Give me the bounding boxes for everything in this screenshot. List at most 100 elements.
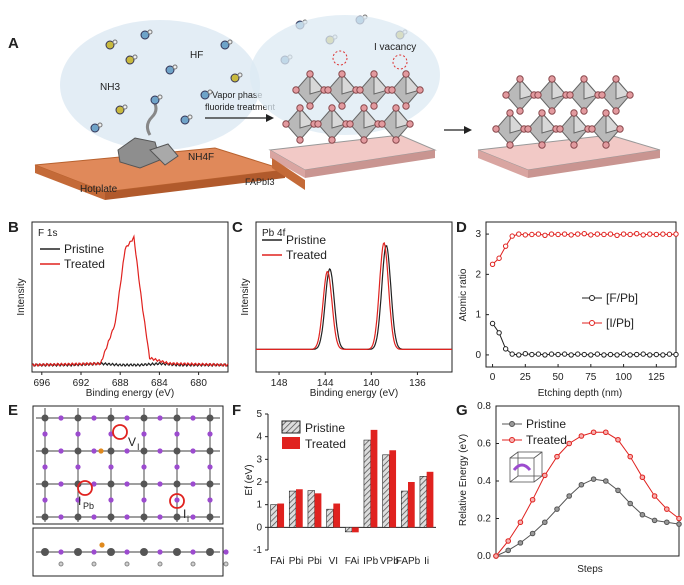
i-atom [190,415,196,421]
molecule [180,115,190,125]
chart-d-point [588,232,594,238]
molecule [230,73,240,83]
chart-c-xtick-label: 148 [271,378,288,389]
chart-g-point [651,517,658,524]
chart-d-point [489,261,496,267]
chart-d-legend-i: [I/Pb] [606,316,634,330]
chart-d-point [555,231,561,238]
chart-g-point [505,547,512,554]
chart-d-point [627,231,633,238]
i-atom [75,464,81,470]
iodide-atom [370,70,378,78]
pb-atom [107,414,115,422]
chart-f-bar-pristine [344,527,353,533]
vacancy-vi-marker [112,424,128,440]
i-atom [42,431,48,437]
i-atom [124,448,130,454]
pb-atom [41,414,49,422]
lattice-grid [36,408,229,567]
chart-g-xlabel: Steps [577,564,603,575]
chart-g-point [627,453,634,460]
chart-f-category-label: VI [329,556,338,567]
chart-d-point [509,233,515,239]
chart-d-point [660,231,666,237]
chart-b-f1s: F 1s Binding energy (eV) Intensity Prist… [16,221,229,399]
iodide-atom [356,86,364,94]
i-atom [75,431,81,437]
chart-f-category-label: VPb [380,556,399,567]
chart-d-ytick-label: 1 [475,310,481,321]
side-fa-atom [58,561,64,567]
chart-g-point [566,493,573,499]
chart-d-point [620,351,627,357]
chart-f-bar-pristine [382,454,390,528]
chart-f-category-label: FAi [345,556,359,567]
molecule-atom [157,94,163,100]
side-i-atom [190,549,196,555]
chart-d-point [561,351,568,357]
chart-f-ytick-label: 2 [256,477,262,488]
iodide-atom [392,136,400,144]
iodide-atom [506,141,514,149]
iodide-atom [598,91,606,99]
iodide-atom [338,102,346,110]
chart-g-point [590,429,597,436]
pb-atom [107,480,115,488]
chart-b-legend-treated: Treated [64,257,105,271]
iodide-atom [402,102,410,110]
chart-d-point [627,352,633,358]
iodide-atom [570,109,578,117]
pb-atom [173,480,181,488]
side-i-atom [124,549,130,555]
structure-panel-e: V I I Pb I i [32,405,229,577]
chart-c-series-treated [256,241,452,350]
chart-g-series-line [495,478,680,557]
chart-g-point [554,453,560,460]
molecule [140,30,150,40]
molecule-atom [207,89,213,95]
iodide-atom [566,91,574,99]
chart-d-point [535,351,542,357]
chart-g-relative-energy: Steps Relative Energy (eV) Pristine Trea… [458,401,682,575]
chart-g-point [676,515,682,522]
molecule [105,40,115,50]
i-atom [174,431,180,437]
chart-f-bar-pristine [270,504,278,528]
molecule-atom [237,72,243,78]
chart-d-point [489,320,496,327]
chart-d-point [522,232,529,238]
chart-f-bar-pristine [326,508,334,528]
iodide-atom [626,91,634,99]
chart-g-ytick-label: 0.4 [477,476,491,487]
molecule [165,65,175,75]
i-atom [141,431,147,437]
iodide-atom [306,70,314,78]
molecule-atom [187,114,193,120]
chart-f-ytick-label: 3 [256,454,262,465]
chart-b-series-treated [31,234,229,368]
chart-g-point [651,493,658,499]
chart-d-point [575,231,581,237]
chart-d-ytick-label: 3 [475,229,481,240]
iodide-atom [292,86,300,94]
chart-f-ylabel: Ef (eV) [244,464,255,495]
i-atom [174,497,180,503]
iodide-atom [296,136,304,144]
i-atom [157,448,163,454]
i-atom [124,415,130,421]
chart-f-bar-treated [352,527,359,533]
iodide-atom [328,136,336,144]
pb-atom [41,480,49,488]
vacancy-label: I vacancy [374,42,416,53]
i-atom [91,481,97,487]
i-atom [190,481,196,487]
chart-d-point [581,230,587,237]
perovskite-lattice-1 [282,50,424,144]
side-fa-atom [124,561,130,567]
chart-d-point [516,231,522,237]
chart-b-xtick-label: 680 [190,378,207,389]
chart-f-bar-treated [314,493,322,528]
iodide-atom [612,75,620,83]
iodide-atom [616,125,624,133]
